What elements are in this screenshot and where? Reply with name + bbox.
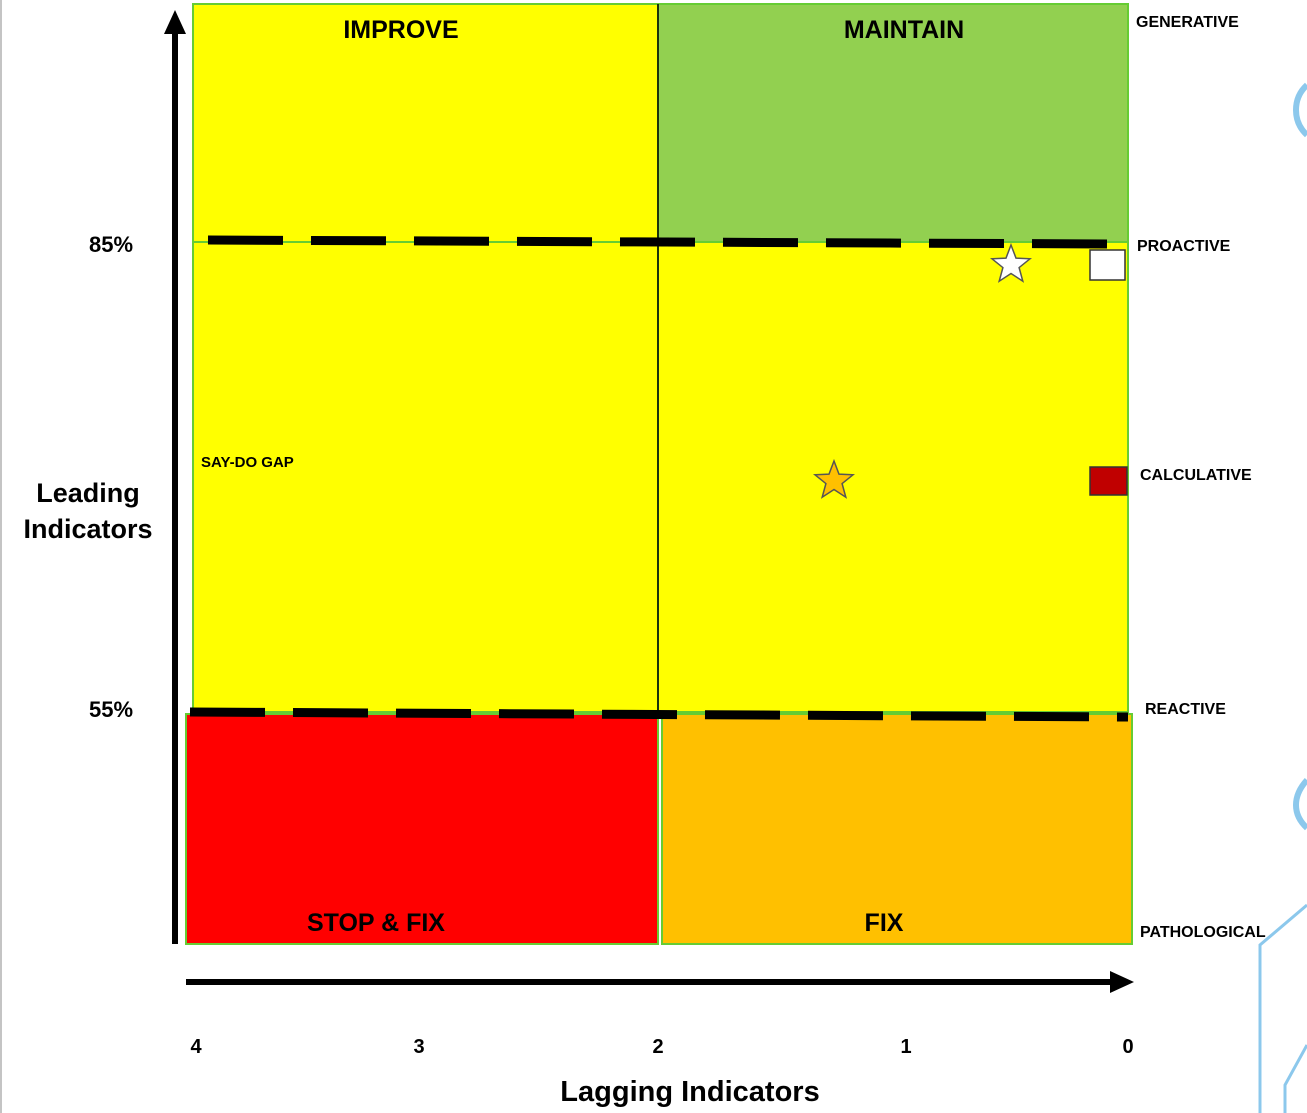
quadrant-improve-label: IMPROVE xyxy=(343,16,458,44)
x-tick-1: 1 xyxy=(900,1036,911,1058)
white-star-marker xyxy=(989,242,1033,283)
x-axis-arrowhead xyxy=(1110,971,1134,993)
say-do-gap-label: SAY-DO GAP xyxy=(201,454,294,471)
zone-fix xyxy=(661,713,1133,945)
quadrant-maintain-label: MAINTAIN xyxy=(844,16,964,44)
threshold-85-line xyxy=(207,235,1111,249)
zone-improve-top xyxy=(192,3,659,243)
x-tick-4: 4 xyxy=(190,1036,202,1058)
red-square-marker xyxy=(1089,466,1128,496)
y-threshold-85-label: 85% xyxy=(89,232,133,257)
y-axis-arrowhead xyxy=(164,10,186,34)
y-axis-title-line2: Indicators xyxy=(23,514,152,544)
threshold-55-line xyxy=(189,707,1129,722)
decorative-shape-bottom xyxy=(1258,903,1307,1113)
zone-maintain-middle xyxy=(657,241,1129,713)
y-axis-title-line1: Leading xyxy=(36,478,140,508)
x-tick-3: 3 xyxy=(413,1036,424,1058)
level-pathological-label: PATHOLOGICAL xyxy=(1140,924,1266,941)
zone-improve-middle xyxy=(192,241,659,713)
decorative-arc-middle xyxy=(1292,777,1307,831)
x-tick-2: 2 xyxy=(652,1036,663,1058)
level-reactive-label: REACTIVE xyxy=(1145,701,1226,718)
level-generative-label: GENERATIVE xyxy=(1136,14,1239,31)
decorative-arc-top xyxy=(1292,82,1307,138)
white-square-marker xyxy=(1089,249,1126,281)
quadrant-stop-fix-label: STOP & FIX xyxy=(307,909,445,937)
x-axis-title: Lagging Indicators xyxy=(560,1076,819,1108)
level-proactive-label: PROACTIVE xyxy=(1137,238,1231,255)
zone-maintain xyxy=(657,3,1129,243)
orange-star-marker xyxy=(812,458,856,499)
level-calculative-label: CALCULATIVE xyxy=(1140,467,1252,484)
y-threshold-55-label: 55% xyxy=(89,697,133,722)
decorative-shape-bottom-inner xyxy=(1283,1044,1307,1113)
x-tick-0: 0 xyxy=(1122,1036,1133,1058)
quadrant-fix-label: FIX xyxy=(865,909,904,937)
